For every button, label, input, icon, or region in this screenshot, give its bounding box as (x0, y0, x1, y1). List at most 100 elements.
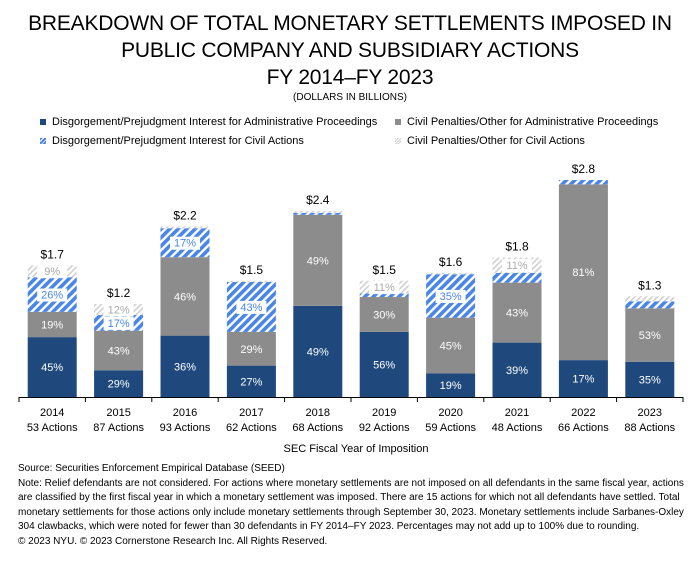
x-tick-label-actions: 87 Actions (93, 422, 144, 434)
bar-segment-civil-penalties (426, 273, 476, 275)
data-label: 19% (440, 380, 462, 392)
copyright: © 2023 NYU. © 2023 Cornerstone Research … (18, 535, 328, 547)
x-tick-label-year: 2021 (505, 407, 529, 419)
bar-segment-admin-penalties (558, 184, 608, 361)
x-tick-label-year: 2014 (40, 407, 64, 419)
data-label: 12% (108, 305, 130, 317)
bar-segment-civil-disgorgement (625, 301, 675, 309)
total-label: $1.2 (107, 286, 131, 300)
bar-segment-admin-penalties (293, 214, 343, 306)
data-label: 35% (639, 374, 661, 386)
data-label: 43% (108, 346, 130, 358)
x-tick-label-actions: 93 Actions (160, 422, 211, 434)
bar-segment-admin-penalties (625, 308, 675, 362)
data-label: 11% (506, 260, 527, 272)
chart-title: BREAKDOWN OF TOTAL MONETARY SETTLEMENTS … (0, 10, 700, 91)
x-tick-label-year: 2017 (239, 407, 263, 419)
total-label: $2.8 (572, 162, 596, 176)
bar-stack-2018: 49% 49% $2.4 (293, 193, 343, 397)
bar-stack-2017: 27% 29% 43% $1.5 (226, 263, 276, 397)
bar-stack-2016: 36% 46% 17% $2.2 (160, 209, 210, 397)
legend-swatch-admin-disgorgement (40, 119, 46, 125)
bar-stack-2014: 45% 19% 26% 9% $1.7 (27, 247, 77, 397)
data-label-background (103, 303, 134, 317)
bar-segment-civil-penalties (625, 296, 675, 302)
x-tick-label-year: 2020 (438, 407, 462, 419)
x-tick-label-actions: 48 Actions (492, 422, 543, 434)
data-label: 56% (373, 359, 395, 371)
bar-stack-2019: 56% 30% 11% $1.5 (359, 263, 409, 397)
data-label: 11% (374, 282, 395, 294)
total-label: $1.6 (439, 255, 463, 269)
legend-swatch-admin-penalties (395, 119, 401, 125)
data-label: 19% (41, 319, 63, 331)
legend-item-civil-penalties: Civil Penalties/Other for Civil Actions (395, 135, 585, 147)
legend-label: Disgorgement/Prejudgment Interest for Ci… (52, 135, 304, 147)
data-label: 36% (174, 361, 196, 373)
chart-subtitle: (DOLLARS IN BILLIONS) (293, 92, 407, 103)
x-tick-label-year: 2016 (173, 407, 197, 419)
data-label-background (435, 289, 466, 303)
legend-swatch-civil-penalties (395, 138, 401, 144)
bar-segment-admin-disgorgement (558, 360, 608, 397)
bar-segment-civil-penalties (226, 280, 276, 282)
x-axis-labels: 2014 53 Actions 2015 87 Actions 2016 93 Actio… (27, 407, 676, 434)
bar-segment-admin-disgorgement (293, 305, 343, 397)
total-label: $1.3 (638, 278, 662, 292)
data-label-background (369, 281, 400, 295)
legend-label: Civil Penalties/Other for Administrative… (407, 116, 659, 128)
bar-segment-admin-penalties (359, 297, 409, 332)
bars-group: 45%19%26%9%$1.729%43%17%12%$1.236%46%17%… (27, 162, 675, 397)
data-label: 43% (506, 308, 528, 320)
total-label: $2.2 (173, 209, 197, 223)
bar-segment-admin-disgorgement (160, 335, 210, 397)
x-tick-label-year: 2015 (106, 407, 130, 419)
bar-segment-civil-disgorgement (492, 272, 542, 283)
bar-segment-civil-penalties (160, 226, 210, 229)
total-label: $1.5 (373, 263, 397, 277)
data-label: 45% (41, 362, 63, 374)
legend-label: Disgorgement/Prejudgment Interest for Ad… (52, 116, 378, 128)
legend-item-civil-disgorgement: Disgorgement/Prejudgment Interest for Ci… (40, 135, 304, 147)
bar-segment-admin-disgorgement (94, 370, 144, 397)
total-label: $2.4 (306, 193, 330, 207)
data-label: 30% (373, 309, 395, 321)
x-tick-label-year: 2019 (372, 407, 396, 419)
bar-segment-civil-disgorgement (293, 212, 343, 215)
legend-item-admin-penalties: Civil Penalties/Other for Administrative… (395, 116, 658, 128)
bar-segment-civil-disgorgement (558, 180, 608, 185)
bar-segment-civil-disgorgement (359, 293, 409, 298)
data-label: 9% (44, 266, 60, 278)
x-tick-label-year: 2018 (306, 407, 330, 419)
x-tick-label-year: 2023 (638, 407, 662, 419)
data-label-background (236, 300, 267, 314)
x-tick-label-actions: 92 Actions (359, 422, 410, 434)
data-label: 45% (440, 341, 462, 353)
x-axis-title: SEC Fiscal Year of Imposition (284, 443, 429, 455)
x-tick-label-actions: 53 Actions (27, 422, 78, 434)
data-label: 43% (240, 302, 262, 314)
x-axis-ticks (18, 397, 684, 402)
bar-segment-admin-penalties (94, 330, 144, 371)
bar-segment-admin-disgorgement (359, 331, 409, 397)
data-label: 53% (639, 330, 661, 342)
legend-swatch-civil-disgorgement (40, 138, 46, 144)
data-label: 49% (307, 255, 329, 267)
data-label: 26% (41, 290, 63, 302)
data-label: 81% (572, 267, 594, 279)
data-label: 17% (108, 318, 130, 330)
bar-segment-admin-disgorgement (492, 342, 542, 397)
data-label: 49% (307, 346, 329, 358)
bar-segment-civil-penalties (293, 211, 343, 213)
bar-stack-2023: 35% 53% $1.3 (625, 278, 675, 397)
data-label: 29% (108, 379, 130, 391)
x-tick-label-actions: 66 Actions (558, 422, 609, 434)
legend-label: Civil Penalties/Other for Civil Actions (407, 135, 585, 147)
bar-segment-admin-penalties (492, 282, 542, 343)
data-label-background (103, 316, 134, 330)
x-tick-label-year: 2022 (571, 407, 595, 419)
x-tick-label-actions: 68 Actions (292, 422, 343, 434)
x-tick-label-actions: 88 Actions (624, 422, 675, 434)
bar-stack-2022: 17% 81% $2.8 (558, 162, 608, 397)
data-label: 27% (240, 376, 262, 388)
